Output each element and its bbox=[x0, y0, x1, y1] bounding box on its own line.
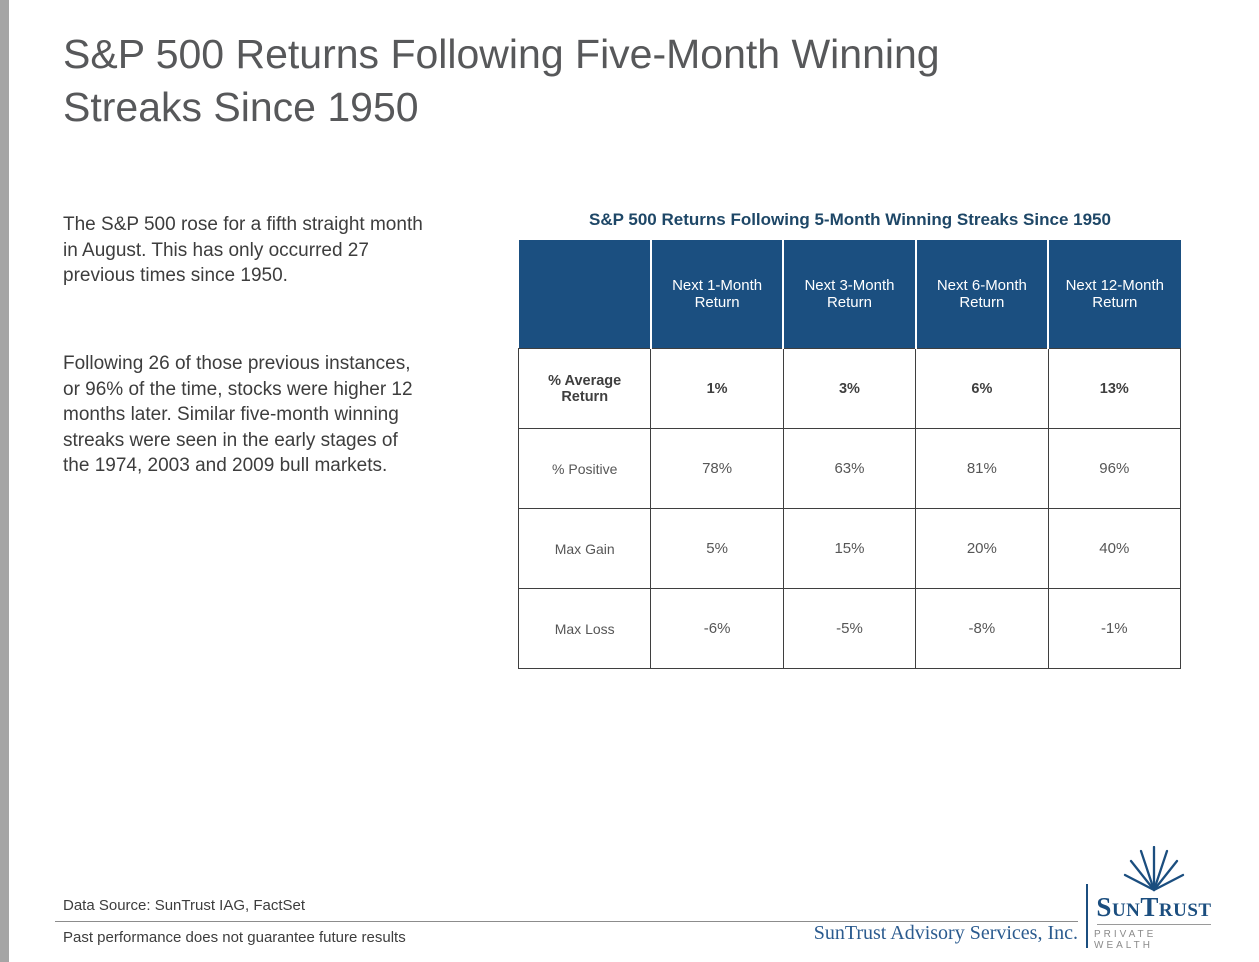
cell-average-12month: 13% bbox=[1047, 348, 1182, 429]
cell-maxloss-12month: -1% bbox=[1047, 588, 1182, 669]
cell-maxloss-1month: -6% bbox=[650, 588, 784, 669]
cell-average-3month: 3% bbox=[782, 348, 917, 429]
advisory-services-text: SunTrust Advisory Services, Inc. bbox=[813, 922, 1078, 944]
col-header-next-6-month: Next 6-Month Return bbox=[915, 240, 1050, 349]
table-header-row: Next 1-Month Return Next 3-Month Return … bbox=[518, 240, 1181, 349]
suntrust-rays-icon bbox=[1123, 846, 1185, 892]
row-label-max-loss: Max Loss bbox=[517, 588, 652, 669]
cell-positive-1month: 78% bbox=[650, 428, 784, 509]
cell-average-6month: 6% bbox=[915, 348, 1049, 429]
table-row-max-loss: Max Loss -6% -5% -8% -1% bbox=[517, 588, 1182, 669]
page-title: S&P 500 Returns Following Five-Month Win… bbox=[63, 31, 940, 130]
table-corner-cell bbox=[518, 240, 652, 349]
cell-maxloss-3month: -5% bbox=[782, 588, 917, 669]
cell-maxgain-1month: 5% bbox=[650, 508, 784, 589]
row-label-positive: % Positive bbox=[517, 428, 652, 509]
disclaimer-text: Past performance does not guarantee futu… bbox=[63, 929, 406, 946]
row-label-max-gain: Max Gain bbox=[517, 508, 652, 589]
col-header-next-1-month: Next 1-Month Return bbox=[650, 240, 785, 349]
logo-divider-bar bbox=[1086, 884, 1088, 948]
left-edge-strip bbox=[0, 0, 9, 962]
returns-table: Next 1-Month Return Next 3-Month Return … bbox=[517, 240, 1182, 669]
row-label-average-return: % Average Return bbox=[517, 348, 652, 429]
cell-positive-12month: 96% bbox=[1047, 428, 1182, 509]
col-header-next-12-month: Next 12-Month Return bbox=[1048, 240, 1181, 349]
cell-maxloss-6month: -8% bbox=[915, 588, 1049, 669]
cell-maxgain-3month: 15% bbox=[782, 508, 917, 589]
data-source-text: Data Source: SunTrust IAG, FactSet bbox=[63, 897, 306, 914]
intro-paragraph-2: Following 26 of those previous instances… bbox=[63, 353, 413, 476]
col-header-next-3-month: Next 3-Month Return bbox=[783, 240, 917, 349]
cell-average-1month: 1% bbox=[650, 348, 784, 429]
cell-maxgain-12month: 40% bbox=[1047, 508, 1182, 589]
table-row-average-return: % Average Return 1% 3% 6% 13% bbox=[517, 348, 1182, 429]
table-title: S&P 500 Returns Following 5-Month Winnin… bbox=[589, 210, 1111, 229]
suntrust-wordmark: SunTrust bbox=[1096, 892, 1212, 922]
cell-maxgain-6month: 20% bbox=[915, 508, 1049, 589]
private-wealth-label: PRIVATE WEALTH bbox=[1094, 929, 1157, 951]
table-row-positive: % Positive 78% 63% 81% 96% bbox=[517, 428, 1182, 509]
intro-paragraph-1: The S&P 500 rose for a fifth straight mo… bbox=[63, 214, 423, 286]
cell-positive-3month: 63% bbox=[782, 428, 917, 509]
table-row-max-gain: Max Gain 5% 15% 20% 40% bbox=[517, 508, 1182, 589]
footer-rule bbox=[55, 921, 1078, 922]
cell-positive-6month: 81% bbox=[915, 428, 1049, 509]
suntrust-logo: SunTrust PRIVATE WEALTH bbox=[1094, 846, 1214, 951]
logo-wordmark-divider bbox=[1097, 924, 1211, 925]
